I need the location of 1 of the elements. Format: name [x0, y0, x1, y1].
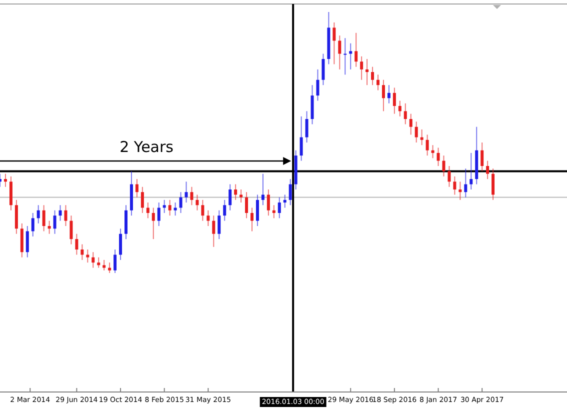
annotation: 2 Years	[120, 138, 174, 156]
